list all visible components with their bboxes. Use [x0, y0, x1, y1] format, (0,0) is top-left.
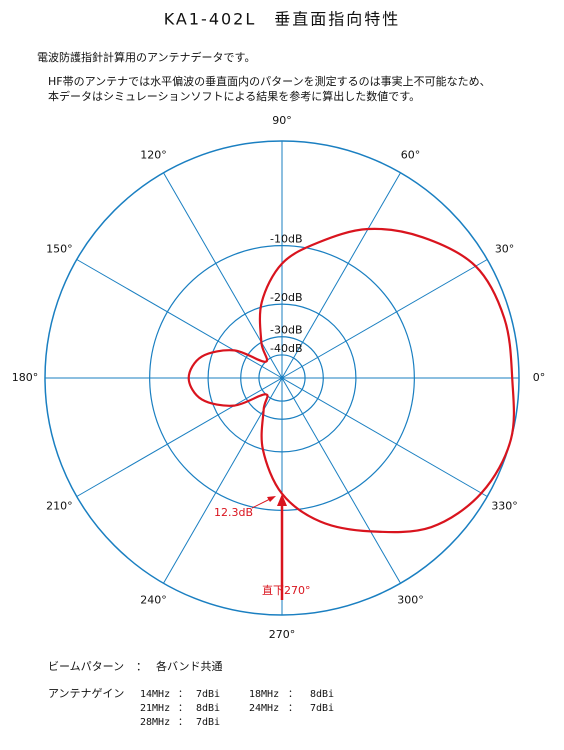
angle-label: 270° [269, 628, 296, 641]
arrowhead [267, 496, 276, 502]
note: HF帯のアンテナでは水平偏波の垂直面内のパターンを測定するのは事実上不可能なため… [48, 74, 491, 88]
gain-cell: 24MHz [249, 703, 279, 714]
footer-sep: ： [136, 660, 147, 673]
angle-label: 60° [401, 148, 421, 161]
grid-spoke [76, 259, 283, 379]
gain-cell: ： [288, 689, 298, 700]
gain-cell: 21MHz [140, 703, 170, 714]
gain-cell: 7dBi [310, 703, 334, 714]
grid-spoke [281, 172, 401, 379]
grid-spoke [281, 259, 488, 379]
angle-label: 240° [140, 594, 167, 607]
angle-label: 150° [46, 243, 73, 256]
plot [187, 227, 515, 534]
gain-cell: 28MHz [140, 717, 170, 728]
gain-cell: ： [178, 689, 188, 700]
grid-spoke [163, 377, 283, 584]
footer-value: 各バンド共通 [156, 659, 223, 673]
grid-spoke [281, 377, 488, 497]
gain-cell: 18MHz [249, 689, 279, 700]
footer-label: ビームパターン [48, 660, 124, 673]
grid-spoke [163, 172, 283, 379]
footer-label: アンテナゲイン [48, 687, 124, 700]
angle-label: 210° [46, 500, 73, 513]
gain-cell: ： [288, 703, 298, 714]
gain-cell: 14MHz [140, 689, 170, 700]
angle-label: 180° [12, 371, 39, 384]
r-tick-label: -40dB [270, 342, 303, 355]
annotation: 直下270° [262, 583, 311, 597]
title: KA1-402L 垂直面指向特性 [164, 10, 401, 29]
gain-cell: 8dBi [310, 689, 334, 700]
footer: ビームパターン ： 各バンド共通 アンテナゲイン [48, 659, 223, 700]
grid-spoke [76, 377, 283, 497]
gain-cell: ： [178, 703, 188, 714]
gain-cell: 8dBi [196, 703, 220, 714]
angle-label: 120° [140, 148, 167, 161]
annotation: 12.3dB [214, 506, 253, 519]
r-tick-label: -20dB [270, 291, 303, 304]
note: 本データはシミュレーションソフトによる結果を参考に算出した数値です。 [48, 89, 420, 103]
gain-cell: ： [178, 717, 188, 728]
arrowhead [277, 494, 287, 506]
pattern-line [187, 227, 515, 534]
note: 電波防護指針計算用のアンテナデータです。 [37, 50, 255, 64]
angle-label: 30° [495, 243, 515, 256]
angle-label: 300° [397, 594, 424, 607]
angle-label: 90° [272, 114, 292, 127]
gain-cell: 7dBi [196, 689, 220, 700]
r-tick-label: -10dB [270, 233, 303, 246]
angle-label: 330° [491, 500, 518, 513]
gain-cell: 7dBi [196, 717, 220, 728]
r-tick-label: -30dB [270, 324, 303, 337]
angle-label: 0° [533, 371, 546, 384]
grid-spoke [281, 377, 401, 584]
polar-grid [44, 140, 520, 616]
